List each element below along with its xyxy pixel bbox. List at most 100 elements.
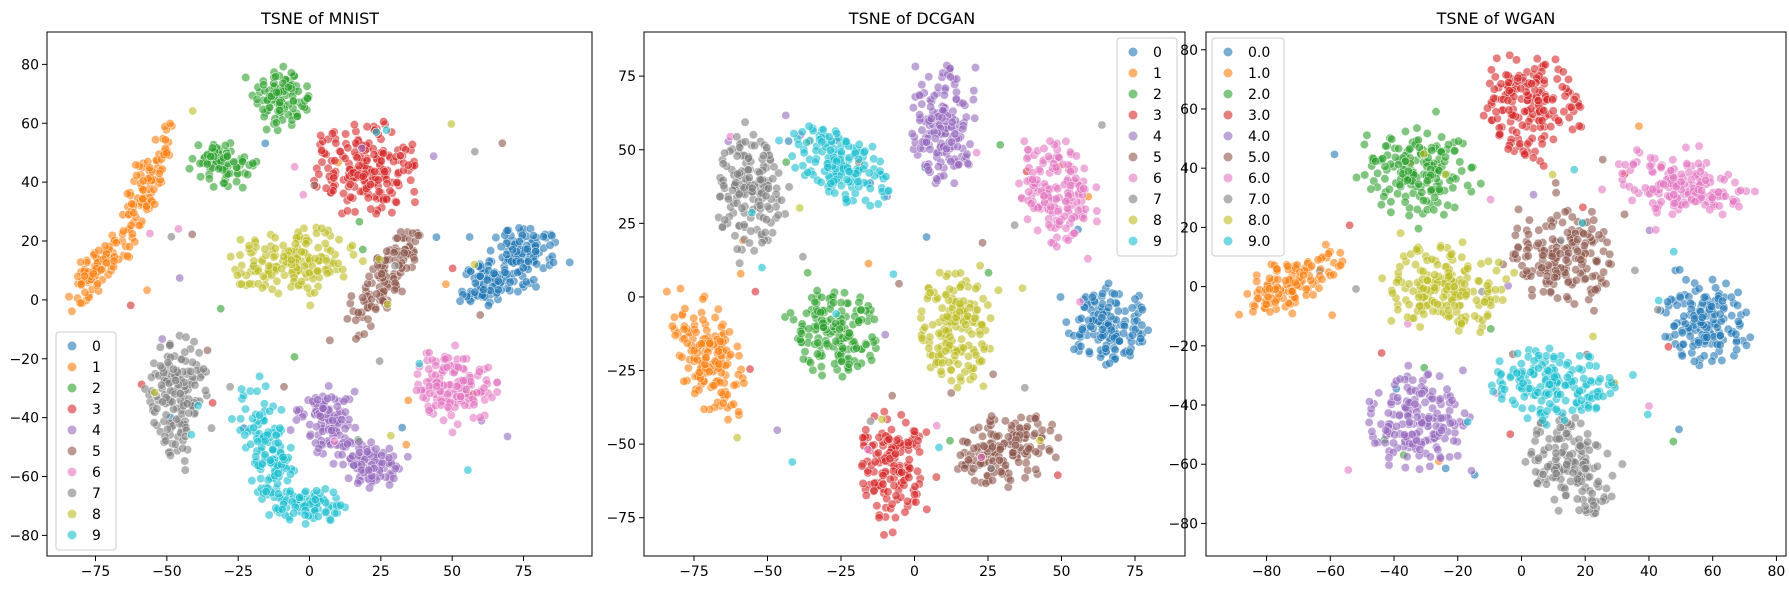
dcgan-point [945,436,955,446]
mnist-point [279,382,289,392]
mnist-point [301,486,311,496]
wgan-point [1676,169,1686,179]
wgan-point [1677,351,1687,361]
mnist-point [508,245,518,255]
wgan-point [1574,101,1584,111]
wgan-point [1516,84,1526,94]
wgan-point [1402,452,1412,462]
dcgan-point [944,357,954,367]
wgan-point [1539,287,1549,297]
dcgan-point [1136,334,1146,344]
mnist-point [363,193,373,203]
wgan-point [1561,255,1571,265]
dcgan-point [1010,440,1020,450]
mnist-legend-label: 2 [92,381,101,397]
dcgan-point [1086,322,1096,332]
dcgan-point [891,449,901,459]
wgan-point [1645,161,1655,171]
wgan-point [1364,397,1374,407]
mnist-point [346,291,356,301]
dcgan-point [913,436,923,446]
mnist-point [470,287,480,297]
mnist-point [222,151,232,161]
mnist-point [225,382,235,392]
dcgan-point [878,479,888,489]
mnist-point [328,459,338,469]
wgan-point [1442,384,1452,394]
wgan-point [1727,311,1737,321]
dcgan-point [1104,278,1114,288]
mnist-point [382,299,392,309]
wgan-point [1695,167,1705,177]
dcgan-point [983,268,993,278]
mnist-point [142,285,152,295]
dcgan-point [957,334,967,344]
dcgan-point [963,361,973,371]
dcgan-point [1104,302,1114,312]
wgan-point [1414,143,1424,153]
mnist-point [389,473,399,483]
dcgan-point [946,388,956,398]
wgan-point [1270,297,1280,307]
mnist-point [441,279,451,289]
dcgan-point [1037,425,1047,435]
wgan-point [1539,106,1549,116]
dcgan-point [746,226,756,236]
wgan-point [1718,210,1728,220]
mnist-point [492,387,502,397]
wgan-point [1404,211,1414,221]
mnist-point [358,256,368,266]
dcgan-point [1097,324,1107,334]
dcgan-point [861,425,871,435]
mnist-legend-label: 3 [92,402,101,418]
mnist-point [487,392,497,402]
dcgan-point [1028,175,1038,185]
wgan-point [1426,185,1436,195]
wgan-point [1412,123,1422,133]
wgan-point [1589,500,1599,510]
dcgan-point [858,478,868,488]
dcgan-point [867,142,877,152]
mnist-point [273,468,283,478]
dcgan-point [880,330,890,340]
wgan-point [1583,429,1593,439]
mnist-point [150,387,160,397]
dcgan-point [886,425,896,435]
mnist-point [483,300,493,310]
dcgan-point [841,137,851,147]
wgan-point [1617,459,1627,469]
mnist-point [314,169,324,179]
mnist-point [259,80,269,90]
wgan-point [1681,200,1691,210]
wgan-point [1551,468,1561,478]
dcgan-xtick-label: 25 [979,564,997,580]
dcgan-point [976,452,986,462]
mnist-point [286,255,296,265]
dcgan-point [917,125,927,135]
wgan-point [1551,54,1561,64]
mnist-point [341,129,351,139]
wgan-point [1513,73,1523,83]
wgan-point [1553,293,1563,303]
mnist-point [126,300,136,310]
dcgan-point [822,339,832,349]
dcgan-point [710,312,720,322]
wgan-point [1489,93,1499,103]
mnist-ytick-label: 0 [30,293,39,309]
mnist-point [318,403,328,413]
mnist-point [362,122,372,132]
dcgan-point [816,177,826,187]
mnist-point [345,298,355,308]
mnist-point [289,508,299,518]
dcgan-point [667,321,677,331]
dcgan-point [914,90,924,100]
dcgan-point [1052,242,1062,252]
wgan-point [1620,209,1630,219]
mnist-point [336,500,346,510]
wgan-point [1681,143,1691,153]
mnist-point [149,184,159,194]
mnist-point [127,199,137,209]
wgan-point [1668,436,1678,446]
dcgan-legend-label: 4 [1153,129,1162,145]
mnist-point [182,399,192,409]
